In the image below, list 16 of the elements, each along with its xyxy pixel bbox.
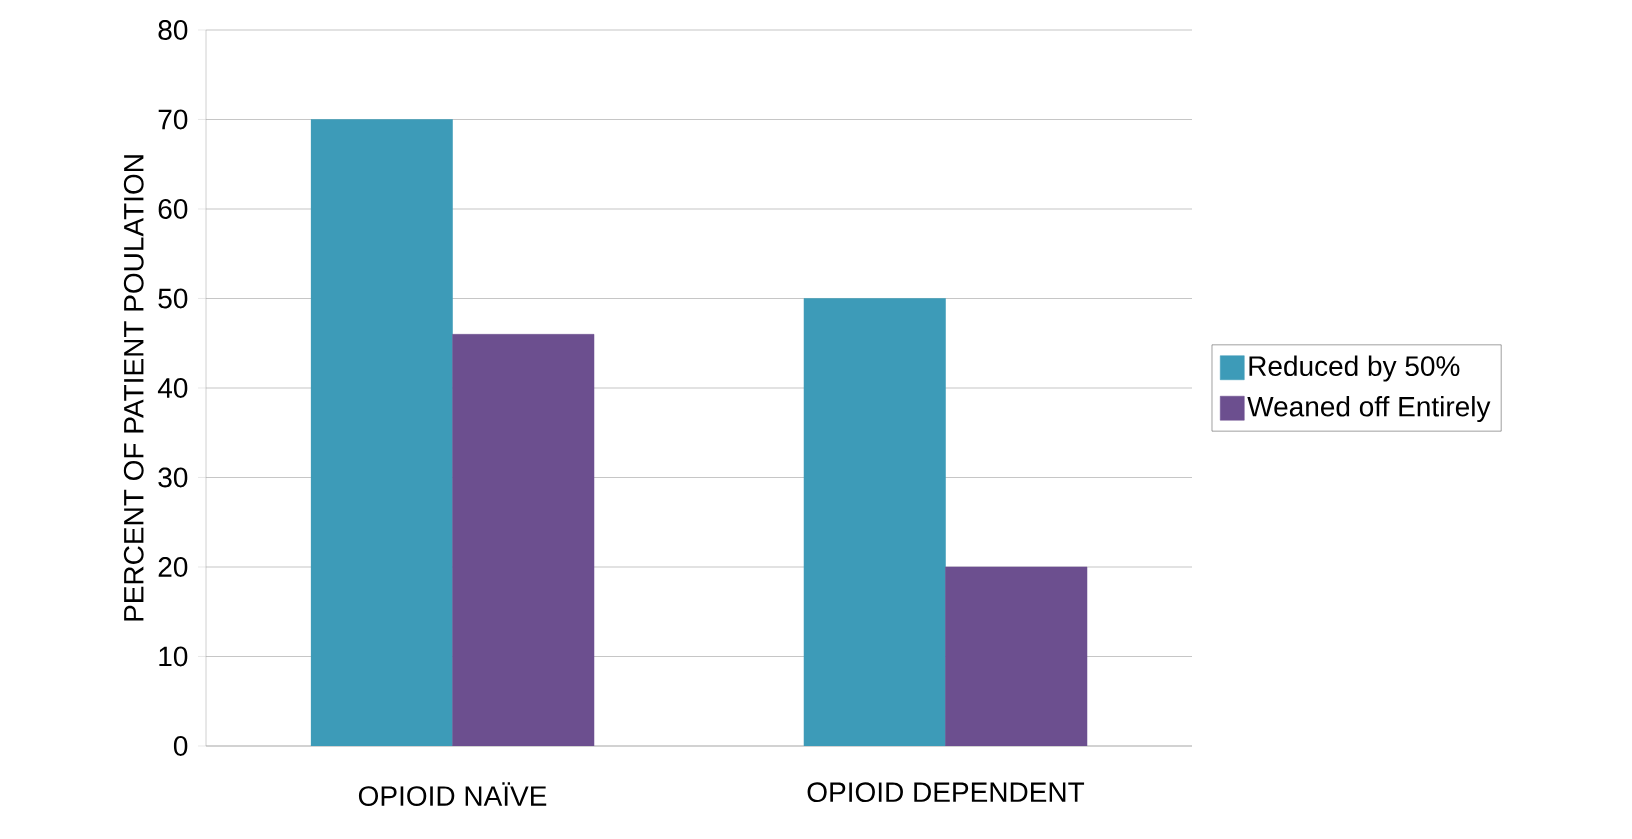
- legend-label: Reduced by 50%: [1249, 355, 1460, 382]
- y-tick-label: 30: [158, 467, 188, 488]
- y-tick-label: 40: [157, 378, 188, 398]
- y-axis-title: PERCENT OF PATIENT POULATION: [123, 155, 144, 621]
- y-tick-label: 10: [159, 646, 188, 667]
- bar: [803, 298, 946, 746]
- y-tick-label: 60: [158, 199, 188, 219]
- y-tick-label: 20: [158, 557, 188, 577]
- y-tick-label: 80: [158, 20, 188, 40]
- y-tick-label: 0: [173, 736, 188, 756]
- bar: [310, 119, 453, 746]
- legend-label: Weaned off Entirely: [1247, 395, 1491, 423]
- y-tick-label: 70: [158, 109, 188, 130]
- x-tick-label: OPIOID DEPENDENT: [807, 782, 1085, 803]
- y-tick-label: 50: [158, 288, 188, 309]
- x-tick-label: OPIOID NAÏVE: [358, 782, 547, 806]
